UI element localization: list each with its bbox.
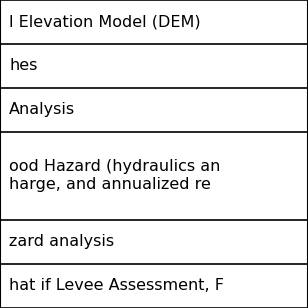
Text: hat if Levee Assessment, F: hat if Levee Assessment, F: [9, 278, 224, 294]
Text: zard analysis: zard analysis: [9, 234, 114, 249]
Text: Analysis: Analysis: [9, 103, 75, 117]
Text: ood Hazard (hydraulics an
harge, and annualized re: ood Hazard (hydraulics an harge, and ann…: [9, 160, 221, 192]
Text: hes: hes: [9, 59, 38, 74]
Text: l Elevation Model (DEM): l Elevation Model (DEM): [9, 14, 201, 30]
